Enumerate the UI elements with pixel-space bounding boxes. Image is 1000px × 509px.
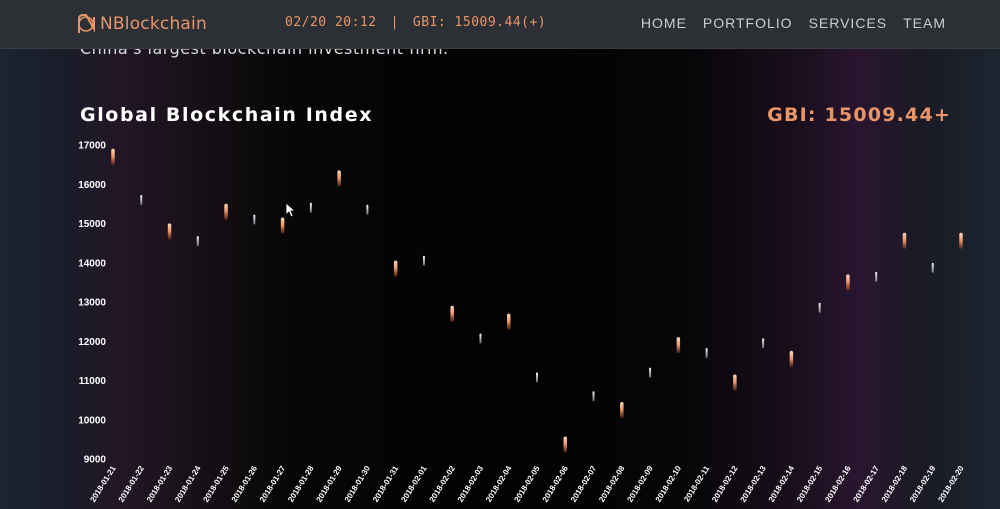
data-point-2018-02-09[interactable] <box>649 367 652 378</box>
x-tick-label: 2018-02-04 <box>484 464 514 504</box>
chart-marks <box>111 148 963 453</box>
ticker-time: 02/20 20:12 <box>285 15 377 30</box>
x-tick-label: 2018-02-03 <box>456 464 486 504</box>
data-point-2018-02-12[interactable] <box>733 374 737 391</box>
y-tick-label: 11000 <box>79 376 107 387</box>
data-point-2018-02-01[interactable] <box>422 255 425 266</box>
x-tick-label: 2018-01-27 <box>258 464 288 504</box>
data-point-2018-01-28[interactable] <box>309 202 312 213</box>
x-tick-label: 2018-02-06 <box>541 464 571 504</box>
data-point-2018-02-10[interactable] <box>676 337 681 354</box>
data-point-2018-02-20[interactable] <box>959 232 963 249</box>
x-tick-label: 2018-01-25 <box>201 464 231 504</box>
x-tick-label: 2018-01-30 <box>343 464 373 504</box>
data-point-2018-02-17[interactable] <box>875 271 878 282</box>
ticker-separator: | <box>390 15 399 30</box>
top-navbar: NBlockchain 02/20 20:12 | GBI: 15009.44(+)… <box>0 0 1000 49</box>
data-point-2018-02-13[interactable] <box>762 338 765 349</box>
data-point-2018-01-21[interactable] <box>111 148 115 165</box>
nav-services[interactable]: SERVICES <box>808 15 888 31</box>
tagline: China's largest blockchain investment fi… <box>80 49 449 58</box>
mouse-cursor-icon <box>286 203 296 218</box>
x-tick-label: 2018-01-22 <box>117 464 147 504</box>
logo-icon <box>78 14 95 33</box>
x-tick-label: 2018-02-09 <box>625 464 655 504</box>
y-tick-label: 16000 <box>78 180 106 191</box>
x-tick-label: 2018-02-05 <box>512 464 542 504</box>
x-tick-label: 2018-02-19 <box>908 464 938 504</box>
data-point-2018-02-14[interactable] <box>789 350 794 367</box>
data-point-2018-01-30[interactable] <box>366 204 369 215</box>
x-tick-label: 2018-01-26 <box>230 464 260 504</box>
x-tick-label: 2018-01-24 <box>173 464 203 504</box>
data-point-2018-01-25[interactable] <box>224 203 228 220</box>
data-point-2018-01-31[interactable] <box>393 260 398 277</box>
data-point-2018-01-24[interactable] <box>196 236 199 247</box>
x-tick-label: 2018-02-01 <box>399 464 429 504</box>
data-point-2018-02-16[interactable] <box>846 274 850 291</box>
data-point-2018-01-23[interactable] <box>167 223 172 240</box>
data-point-2018-02-02[interactable] <box>450 305 454 322</box>
ticker: 02/20 20:12 | GBI: 15009.44(+) <box>285 15 546 30</box>
x-tick-label: 2018-01-28 <box>286 464 316 504</box>
data-point-2018-02-19[interactable] <box>931 262 934 273</box>
data-point-2018-02-05[interactable] <box>536 372 538 383</box>
x-tick-label: 2018-02-20 <box>936 464 966 504</box>
y-tick-label: 14000 <box>78 258 106 269</box>
data-point-2018-02-07[interactable] <box>592 391 595 402</box>
data-point-2018-01-26[interactable] <box>253 214 256 225</box>
y-tick-label: 10000 <box>78 415 106 426</box>
data-point-2018-01-22[interactable] <box>140 194 143 205</box>
y-tick-label: 15000 <box>78 219 106 230</box>
x-tick-label: 2018-02-15 <box>795 464 825 504</box>
x-tick-label: 2018-02-16 <box>823 464 853 504</box>
x-axis: 2018-01-212018-01-222018-01-232018-01-24… <box>88 464 966 504</box>
x-tick-label: 2018-02-18 <box>880 464 910 504</box>
data-point-2018-01-27[interactable] <box>280 217 285 234</box>
data-point-2018-02-15[interactable] <box>818 302 821 313</box>
x-tick-label: 2018-02-08 <box>597 464 627 504</box>
gbi-value: GBI: 15009.44+ <box>767 104 951 126</box>
x-tick-label: 2018-02-12 <box>710 464 740 504</box>
x-tick-label: 2018-02-17 <box>852 464 882 504</box>
chart-title: Global Blockchain Index <box>80 104 374 126</box>
data-point-2018-02-11[interactable] <box>705 348 708 359</box>
main-nav: HOME PORTFOLIO SERVICES TEAM <box>641 15 946 31</box>
data-point-2018-01-29[interactable] <box>337 170 341 187</box>
x-tick-label: 2018-01-21 <box>88 464 118 504</box>
y-tick-label: 9000 <box>84 455 107 466</box>
data-point-2018-02-03[interactable] <box>479 333 482 344</box>
x-tick-label: 2018-01-31 <box>371 464 401 504</box>
data-point-2018-02-08[interactable] <box>620 401 624 418</box>
nav-team[interactable]: TEAM <box>903 15 946 31</box>
data-point-2018-02-18[interactable] <box>902 232 907 249</box>
y-tick-label: 13000 <box>78 298 106 309</box>
logo-text: NBlockchain <box>100 14 207 34</box>
x-tick-label: 2018-02-02 <box>428 464 458 504</box>
x-tick-label: 2018-01-23 <box>145 464 175 504</box>
x-tick-label: 2018-02-11 <box>682 464 711 504</box>
nav-home[interactable]: HOME <box>640 15 687 31</box>
y-tick-label: 17000 <box>78 141 106 152</box>
y-axis: 17000 16000 15000 14000 13000 12000 11000 10000… <box>78 141 106 466</box>
y-tick-label: 12000 <box>78 337 106 348</box>
x-tick-label: 2018-02-07 <box>569 464 599 504</box>
x-tick-label: 2018-02-13 <box>739 464 769 504</box>
x-tick-label: 2018-01-29 <box>315 464 345 504</box>
data-point-2018-02-04[interactable] <box>506 313 511 330</box>
x-tick-label: 2018-02-14 <box>767 464 797 504</box>
x-tick-label: 2018-02-10 <box>654 464 684 504</box>
data-point-2018-02-06[interactable] <box>563 436 568 453</box>
nav-portfolio[interactable]: PORTFOLIO <box>702 15 793 31</box>
logo[interactable]: NBlockchain <box>76 9 207 39</box>
ticker-value: GBI: 15009.44(+) <box>412 15 547 30</box>
